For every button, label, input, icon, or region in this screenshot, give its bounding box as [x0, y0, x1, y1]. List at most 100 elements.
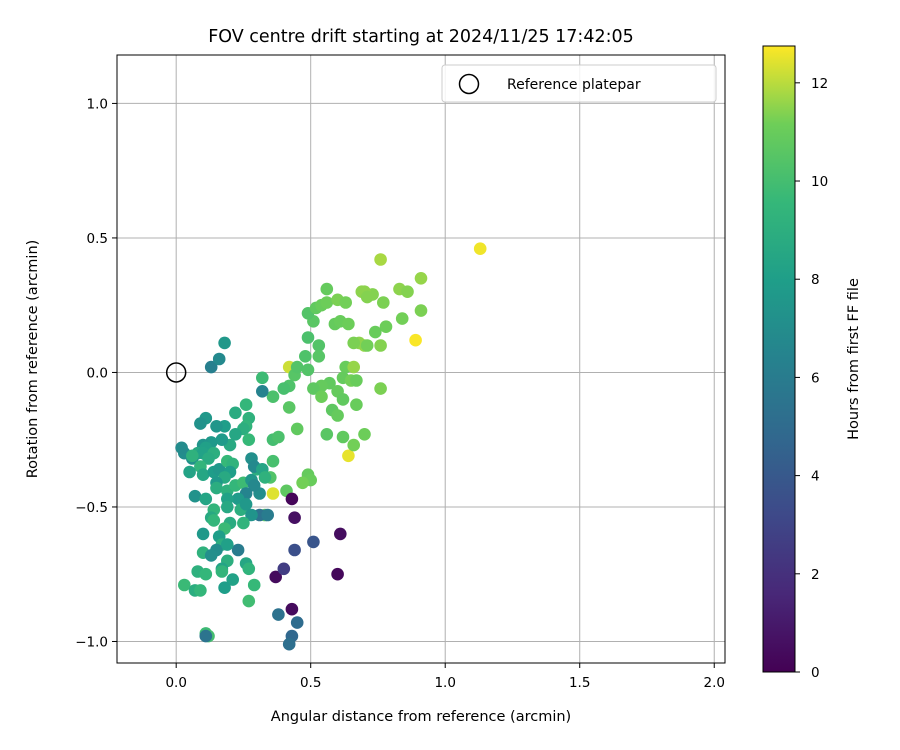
scatter-point	[336, 430, 350, 444]
scatter-point	[350, 374, 363, 387]
scatter-point	[290, 360, 304, 374]
scatter-point	[347, 438, 361, 452]
scatter-point	[307, 535, 320, 549]
colorbar: 0 2 4 6 8 10 12 Hours from first FF file	[762, 45, 862, 681]
scatter-point	[374, 253, 387, 266]
scatter-point	[312, 339, 326, 352]
scatter-point	[242, 594, 256, 608]
scatter-point	[347, 360, 361, 374]
scatter-point	[374, 382, 387, 395]
scatter-point	[277, 382, 291, 395]
scatter-point	[409, 333, 422, 347]
scatter-point	[282, 401, 296, 414]
y-axis-label: Rotation from reference (arcmin)	[25, 240, 41, 479]
colorbar-ticks: 0 2 4 6 8 10 12	[795, 76, 828, 681]
chart-title: FOV centre drift starting at 2024/11/25 …	[208, 27, 634, 47]
y-tick-label: −0.5	[75, 500, 108, 516]
y-axis-ticks: 1.0 0.5 0.0 −0.5 −1.0	[75, 96, 117, 650]
scatter-point	[320, 282, 334, 296]
scatter-point	[350, 398, 363, 412]
scatter-point	[199, 567, 213, 581]
x-tick-label: 0.5	[300, 675, 321, 691]
x-tick-label: 1.0	[434, 675, 455, 691]
scatter-point	[194, 417, 207, 430]
scatter-point	[242, 433, 256, 447]
colorbar-label: Hours from first FF file	[846, 278, 862, 440]
scatter-point	[221, 538, 234, 551]
scatter-point	[334, 527, 347, 541]
scatter-point	[336, 393, 350, 406]
scatter-point	[379, 320, 393, 334]
colorbar-tick-label: 4	[811, 469, 820, 485]
scatter-point	[188, 489, 202, 503]
scatter-point	[277, 562, 291, 576]
x-axis-ticks: 0.0 0.5 1.0 1.5 2.0	[165, 663, 725, 691]
scatter-point	[266, 454, 280, 468]
scatter-point	[204, 360, 218, 374]
scatter-point	[358, 428, 371, 441]
scatter-point	[226, 573, 239, 586]
scatter-point	[194, 584, 207, 597]
scatter-point	[374, 339, 387, 352]
scatter-point	[210, 420, 223, 433]
scatter-point	[299, 350, 312, 363]
scatter-point	[288, 511, 301, 524]
scatter-point	[239, 498, 253, 511]
scatter-point	[414, 272, 428, 285]
scatter-point	[290, 422, 304, 436]
scatter-point	[247, 578, 261, 592]
colorbar-tick-label: 6	[811, 370, 820, 386]
scatter-point	[175, 441, 188, 455]
scatter-point	[255, 371, 269, 385]
y-tick-label: 0.0	[87, 365, 108, 381]
scatter-point	[360, 339, 374, 352]
scatter-point	[215, 565, 229, 578]
scatter-point	[414, 304, 428, 317]
scatter-point	[218, 336, 231, 350]
scatter-point	[229, 406, 242, 420]
scatter-point	[199, 629, 213, 643]
scatter-point	[269, 570, 283, 584]
colorbar-tick-label: 8	[811, 272, 820, 288]
scatter-point	[285, 602, 299, 616]
x-tick-label: 2.0	[703, 675, 724, 691]
scatter-point	[196, 468, 210, 482]
scatter-point	[183, 465, 196, 479]
scatter-point	[178, 578, 191, 592]
scatter-point	[237, 516, 250, 530]
scatter-point	[315, 390, 328, 404]
scatter-point	[258, 471, 272, 484]
scatter-point	[202, 452, 215, 465]
plot-frame	[116, 54, 726, 664]
scatter-point	[272, 430, 285, 444]
scatter-point	[377, 296, 390, 309]
scatter-point	[231, 543, 245, 557]
scatter-point	[242, 562, 256, 576]
colorbar-tick-label: 0	[811, 665, 820, 681]
scatter-point	[221, 500, 234, 514]
legend-label: Reference platepar	[507, 77, 641, 93]
scatter-point	[218, 581, 231, 594]
scatter-point	[301, 331, 315, 344]
scatter-point	[473, 242, 487, 255]
reference-platepar-marker	[165, 362, 187, 383]
scatter-point	[266, 390, 280, 404]
scatter-point	[239, 398, 253, 412]
legend-hollow-circle-icon	[458, 73, 480, 95]
y-tick-label: 1.0	[87, 96, 108, 112]
scatter-point	[395, 312, 409, 325]
scatter-point	[307, 382, 320, 395]
scatter-point	[331, 567, 344, 581]
scatter-point	[312, 350, 326, 363]
scatter-point	[266, 487, 280, 500]
scatter-point	[196, 527, 210, 541]
scatter-point	[296, 476, 309, 490]
scatter-point	[215, 433, 229, 447]
scatter-points	[175, 242, 487, 651]
colorbar-tick-label: 10	[811, 174, 828, 190]
scatter-point	[301, 363, 315, 377]
scatter-point	[320, 296, 334, 309]
scatter-point	[186, 449, 199, 463]
scatter-point	[369, 325, 382, 339]
